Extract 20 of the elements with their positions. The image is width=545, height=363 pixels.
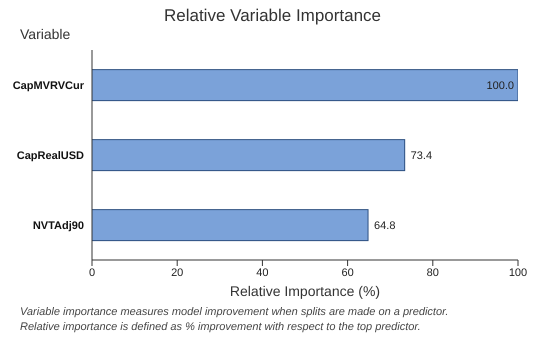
x-tick-label: 60 xyxy=(341,266,354,279)
y-tick-label: CapMVRVCur xyxy=(12,80,85,92)
y-tick-label: CapRealUSD xyxy=(16,150,84,162)
x-tick-label: 100 xyxy=(508,266,528,279)
y-axis-title: Variable xyxy=(20,26,70,42)
x-tick-label: 40 xyxy=(256,266,269,279)
x-axis-title: Relative Importance (%) xyxy=(230,283,380,299)
x-tick-label: 80 xyxy=(426,266,439,279)
bar xyxy=(92,69,518,102)
y-tick-label: NVTAdj90 xyxy=(32,220,84,232)
bar xyxy=(92,139,406,172)
data-label: 73.4 xyxy=(410,150,432,162)
x-tick-label: 20 xyxy=(171,266,184,279)
x-tick-label: 0 xyxy=(88,266,96,279)
text: Variable importance measures model improvement when splits are made on a predictor. xyxy=(20,305,448,320)
data-label: 100.0 xyxy=(486,80,514,92)
text: Relative importance is defined as % improvement with respect to the top predictor. xyxy=(20,320,422,335)
data-label: 64.8 xyxy=(374,220,396,232)
chart-title: Relative Variable Importance xyxy=(162,6,382,26)
bar xyxy=(92,209,369,242)
